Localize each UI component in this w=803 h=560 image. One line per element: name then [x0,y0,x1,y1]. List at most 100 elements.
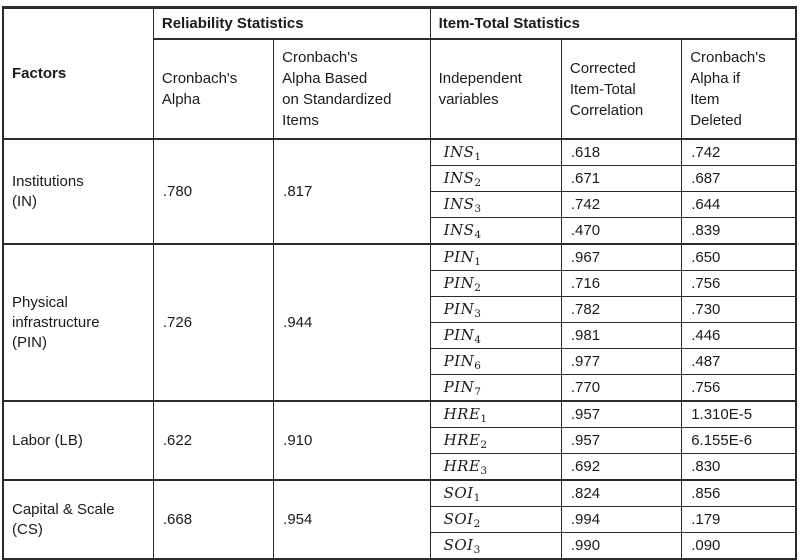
variable-cell: HRE2 [429,427,562,454]
variable-subscript: 2 [474,281,481,294]
alpha-standardized-cell: .944 [273,243,431,402]
variable-cell: INS2 [429,165,562,192]
reliability-statistics-header: Reliability Statistics [152,7,431,40]
item-total-statistics-header: Item-Total Statistics [429,7,797,40]
corrected-correlation-cell: .957 [560,427,683,454]
item-row: Labor (LB) .622 .910 HRE1 .957 1.310E-5 [2,400,797,481]
corrected-correlation-cell: .967 [560,243,683,271]
corrected-correlation-cell: .990 [560,532,683,560]
variable-cell: INS1 [429,138,562,166]
variable-name: PIN [443,377,475,396]
alpha-if-deleted-cell: .644 [681,191,797,218]
variable-cell: INS3 [429,191,562,218]
independent-variables-header: Independent variables [429,38,562,140]
cronbachs-alpha-cell: .780 [152,138,275,245]
variable-subscript: 1 [474,255,481,268]
variable-name: PIN [443,351,475,370]
corrected-correlation-cell: .782 [560,296,683,323]
variable-subscript: 7 [474,385,481,398]
corrected-correlation-cell: .671 [560,165,683,192]
corrected-correlation-cell: .470 [560,217,683,245]
factor-cell: Labor (LB) [2,400,154,481]
variable-name: INS [443,168,475,187]
variable-subscript: 2 [480,438,488,451]
cronbachs-alpha-header: Cronbach's Alpha [152,38,275,140]
alpha-if-deleted-cell: 1.310E-5 [681,400,797,428]
variable-cell: SOI1 [429,479,562,507]
variable-name: INS [443,194,475,213]
variable-name: INS [443,142,475,161]
cronbachs-alpha-cell: .726 [152,243,275,402]
item-row: PIN2 .716 .756 [3,270,797,297]
variable-subscript: 3 [474,202,482,215]
variable-subscript: 3 [473,543,481,556]
factors-header: Factors [2,7,154,140]
variable-name: SOI [443,535,474,554]
item-row: PIN4 .981 .446 [3,322,797,349]
item-row: Capital & Scale (CS) .668 .954 SOI1 .824… [2,479,797,560]
item-row: INS3 .742 .644 [3,191,797,218]
variable-cell: HRE3 [429,453,562,481]
alpha-if-deleted-cell: 6.155E-6 [681,427,797,454]
variable-name: SOI [443,509,474,528]
variable-subscript: 1 [480,412,488,425]
alpha-if-deleted-cell: .839 [681,217,797,245]
corrected-correlation-cell: .824 [560,479,683,507]
corrected-correlation-cell: .742 [560,191,683,218]
item-row: HRE2 .957 6.155E-6 [3,427,797,454]
cronbachs-alpha-cell: .622 [152,400,275,481]
variable-subscript: 2 [474,176,482,189]
alpha-if-deleted-cell: .730 [681,296,797,323]
corrected-correlation-cell: .770 [560,374,683,402]
alpha-if-deleted-cell: .446 [681,322,797,349]
variable-name: PIN [443,299,475,318]
corrected-correlation-cell: .981 [560,322,683,349]
variable-subscript: 4 [474,228,482,241]
corrected-item-total-header: Corrected Item-Total Correlation [560,38,683,140]
alpha-if-deleted-cell: .856 [681,479,797,507]
alpha-standardized-cell: .817 [273,138,431,245]
variable-subscript: 3 [480,464,488,477]
alpha-if-deleted-cell: .742 [681,138,797,166]
corrected-correlation-cell: .618 [560,138,683,166]
variable-subscript: 4 [474,333,481,346]
variable-cell: PIN1 [429,243,562,271]
variable-cell: SOI3 [429,532,562,560]
item-row: INS2 .671 .687 [3,165,797,192]
reliability-statistics-table: Factors Reliability Statistics Item-Tota… [2,6,797,560]
corrected-correlation-cell: .977 [560,348,683,375]
variable-name: HRE [443,430,481,449]
item-row: PIN6 .977 .487 [3,348,797,375]
corrected-correlation-cell: .957 [560,400,683,428]
variable-cell: PIN7 [429,374,562,402]
variable-subscript: 3 [474,307,481,320]
variable-cell: PIN3 [429,296,562,323]
alpha-if-deleted-cell: .830 [681,453,797,481]
item-row: Physical infrastructure (PIN) .726 .944 … [2,243,797,402]
alpha-standardized-cell: .910 [273,400,431,481]
item-row: Institutions (IN) .780 .817 INS1 .618 .7… [2,138,797,245]
variable-cell: PIN2 [429,270,562,297]
corrected-correlation-cell: .716 [560,270,683,297]
variable-name: HRE [443,456,481,475]
corrected-correlation-cell: .692 [560,453,683,481]
factor-cell: Physical infrastructure (PIN) [2,243,154,402]
alpha-standardized-header: Cronbach's Alpha Based on Standardized I… [273,38,431,140]
alpha-if-deleted-cell: .756 [681,374,797,402]
variable-cell: HRE1 [429,400,562,428]
variable-name: PIN [443,247,475,266]
variable-name: HRE [443,404,481,423]
header-group-row: Factors Reliability Statistics Item-Tota… [2,7,797,140]
variable-subscript: 6 [474,359,481,372]
factor-cell: Institutions (IN) [2,138,154,245]
variable-cell: INS4 [429,217,562,245]
variable-subscript: 2 [473,517,481,530]
variable-name: PIN [443,325,475,344]
item-row: HRE3 .692 .830 [3,453,797,481]
alpha-if-deleted-cell: .090 [681,532,797,560]
variable-cell: PIN6 [429,348,562,375]
header-sub-row: Cronbach's Alpha Cronbach's Alpha Based … [3,38,797,140]
item-row: INS4 .470 .839 [3,217,797,245]
variable-subscript: 1 [473,491,481,504]
